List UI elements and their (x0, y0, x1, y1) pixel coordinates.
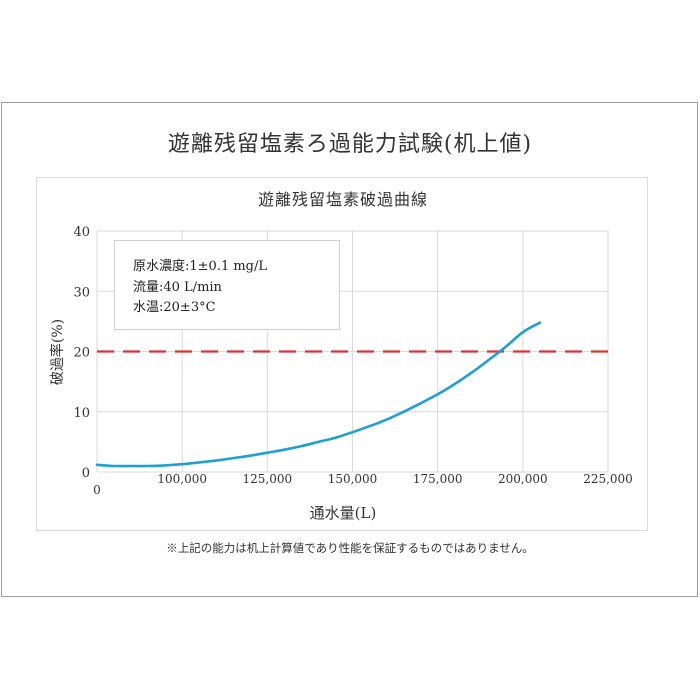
x-tick-label: 100,000 (157, 472, 207, 486)
breakthrough-chart: 遊離残留塩素破過曲線 0 10 20 30 40 0 100,000 125,000 150,… (49, 190, 633, 522)
chart-title: 遊離残留塩素破過曲線 (258, 190, 428, 209)
condition-water-temp: 水温:20±3°C (133, 300, 216, 315)
x-origin-label: 0 (93, 483, 101, 497)
x-axis-ticks: 0 100,000 125,000 150,000 175,000 200,000 225,… (93, 472, 633, 497)
y-tick-label: 30 (73, 285, 90, 300)
y-tick-label: 10 (73, 406, 90, 421)
x-tick-label: 150,000 (328, 472, 378, 486)
y-tick-label: 0 (82, 466, 90, 481)
condition-flow-rate: 流量:40 L/min (133, 279, 222, 295)
condition-concentration: 原水濃度:1±0.1 mg/L (133, 259, 268, 274)
test-conditions-box: 原水濃度:1±0.1 mg/L 流量:40 L/min 水温:20±3°C (114, 240, 340, 330)
page-title: 遊離残留塩素ろ過能力試験(机上値) (167, 132, 533, 157)
y-axis-ticks: 0 10 20 30 40 (73, 225, 90, 481)
y-tick-label: 40 (73, 225, 90, 240)
y-axis-label: 破過率(%) (49, 319, 66, 385)
y-tick-label: 20 (73, 346, 90, 361)
chart-panel: 遊離残留塩素破過曲線 0 10 20 30 40 0 100,000 125,000 150,… (36, 177, 648, 531)
footnote: ※上記の能力は机上計算値であり性能を保証するものではありません。 (166, 541, 534, 555)
x-tick-label: 175,000 (413, 472, 463, 486)
x-tick-label: 125,000 (243, 472, 293, 486)
series-line (95, 321, 542, 468)
x-tick-label: 225,000 (583, 472, 633, 486)
x-tick-label: 200,000 (498, 472, 548, 486)
x-axis-label: 通水量(L) (310, 504, 377, 522)
